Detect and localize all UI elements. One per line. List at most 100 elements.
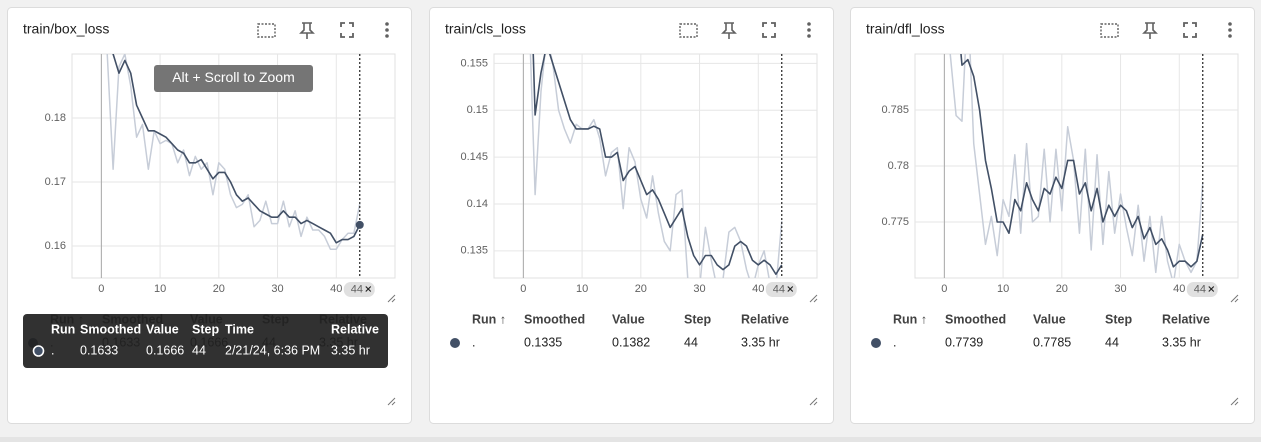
- card-bg: [429, 7, 834, 424]
- tooltip-cell: 3.35 hr: [331, 343, 370, 357]
- resize-handle[interactable]: [809, 397, 818, 406]
- resize-handle[interactable]: [387, 294, 396, 303]
- table-header: Step: [684, 312, 711, 326]
- icon-pin[interactable]: [1142, 22, 1158, 39]
- resize-handle[interactable]: [1230, 294, 1239, 303]
- hover-chip-label: 44: [351, 283, 363, 295]
- tooltip-swatch: [32, 345, 45, 357]
- x-tick-label: 20: [1056, 283, 1068, 295]
- tooltip-cell: 2/21/24, 6:36 PM: [225, 343, 320, 357]
- table-cell: .: [472, 335, 475, 349]
- icon-pin[interactable]: [721, 22, 737, 39]
- icon-shape: [721, 22, 737, 39]
- plot-frame: [493, 53, 818, 279]
- table-header[interactable]: Run ↑: [472, 312, 506, 326]
- chart-title: train/box_loss: [23, 21, 109, 37]
- icon-fit[interactable]: [257, 23, 276, 38]
- bottom-strip: [0, 437, 1261, 442]
- table-cell: 3.35 hr: [1162, 335, 1201, 349]
- tooltip-header: Time: [225, 322, 254, 336]
- icon-shape: [1228, 34, 1232, 38]
- chart-title: train/dfl_loss: [866, 21, 945, 37]
- icon-fit[interactable]: [679, 23, 698, 38]
- icon-shape: [257, 23, 276, 38]
- y-tick-label: 0.15: [467, 104, 488, 116]
- icon-shape: [762, 22, 776, 38]
- table-header: Value: [1033, 312, 1066, 326]
- table-cell: 0.1335: [524, 335, 562, 349]
- icon-fit[interactable]: [1100, 23, 1119, 38]
- icon-shape: [807, 28, 811, 32]
- chart-card: train/dfl_loss 0.775 0.78 0.785 0 10 20 30 40 44 R…: [850, 7, 1255, 424]
- y-tick-label: 0.155: [460, 57, 488, 69]
- tooltip-header: Relative: [331, 322, 379, 336]
- zoom-hint: Alt + Scroll to Zoom: [172, 69, 295, 85]
- icon-more[interactable]: [807, 22, 811, 38]
- x-tick-label: 30: [271, 283, 283, 295]
- hover-chip: [1186, 282, 1218, 297]
- chip-close: [365, 286, 372, 292]
- table-cell: 44: [1105, 335, 1119, 349]
- icon-shape: [1228, 22, 1232, 26]
- table-header: Value: [612, 312, 645, 326]
- y-tick-label: 0.775: [881, 216, 909, 228]
- x-tick-label: 40: [1173, 283, 1185, 295]
- icon-shape: [385, 22, 389, 26]
- series-line: [960, 54, 1204, 268]
- series-group: [949, 54, 1204, 278]
- y-tick-label: 0.78: [888, 160, 909, 172]
- series-group: [529, 54, 783, 278]
- x-tick-label: 30: [1114, 283, 1126, 295]
- table-cell: 44: [684, 335, 698, 349]
- chip-close: [787, 286, 794, 292]
- resize-handle[interactable]: [387, 397, 396, 406]
- x-tick-label: 30: [693, 283, 705, 295]
- chart-card: train/cls_loss 0.135 0.14 0.145 0.15 0.155 0 10…: [429, 7, 834, 424]
- tooltip-cell: 0.1633: [80, 343, 118, 357]
- x-tick-label: 0: [520, 283, 526, 295]
- x-tick-label: 10: [154, 283, 166, 295]
- series-line: [532, 54, 783, 276]
- icon-fullscreen[interactable]: [762, 22, 776, 38]
- x-tick-label: 10: [576, 283, 588, 295]
- icon-shape: [340, 22, 354, 38]
- icon-fullscreen[interactable]: [1183, 22, 1197, 38]
- tooltip-header: Step: [192, 322, 219, 336]
- resize-handle[interactable]: [1230, 397, 1239, 406]
- tooltip-header: Run: [51, 322, 75, 336]
- y-tick-label: 0.18: [45, 112, 66, 124]
- y-tick-label: 0.16: [45, 240, 66, 252]
- x-tick-label: 0: [941, 283, 947, 295]
- icon-shape: [807, 34, 811, 38]
- hover-chip-label: 44: [1194, 283, 1206, 295]
- table-header: Relative: [1162, 312, 1210, 326]
- icon-shape: [1183, 22, 1197, 38]
- hover-dot: [355, 220, 364, 229]
- table-header[interactable]: Run ↑: [893, 312, 927, 326]
- y-tick-label: 0.145: [460, 151, 488, 163]
- y-tick-label: 0.785: [881, 104, 909, 116]
- chart-title: train/cls_loss: [445, 21, 526, 37]
- hover-chip-label: 44: [773, 283, 785, 295]
- chip-close: [1208, 286, 1215, 292]
- icon-shape: [299, 22, 315, 39]
- x-tick-label: 40: [330, 283, 342, 295]
- y-tick-label: 0.17: [45, 176, 66, 188]
- chart-card: train/box_loss 0.16 0.17 0.18 0 10 20 30 40 44 Alt…: [7, 7, 412, 424]
- icon-pin[interactable]: [299, 22, 315, 39]
- icon-shape: [807, 22, 811, 26]
- run-swatch: [871, 338, 881, 348]
- icon-more[interactable]: [385, 22, 389, 38]
- icon-more[interactable]: [1228, 22, 1232, 38]
- table-header: Relative: [741, 312, 789, 326]
- tooltip-header: Smoothed: [80, 322, 141, 336]
- table-header: Smoothed: [945, 312, 1006, 326]
- table-cell: 0.7739: [945, 335, 983, 349]
- icon-shape: [1142, 22, 1158, 39]
- table-cell: 0.7785: [1033, 335, 1071, 349]
- icon-fullscreen[interactable]: [340, 22, 354, 38]
- table-cell: 3.35 hr: [741, 335, 780, 349]
- x-tick-label: 10: [997, 283, 1009, 295]
- x-tick-label: 20: [635, 283, 647, 295]
- resize-handle[interactable]: [809, 294, 818, 303]
